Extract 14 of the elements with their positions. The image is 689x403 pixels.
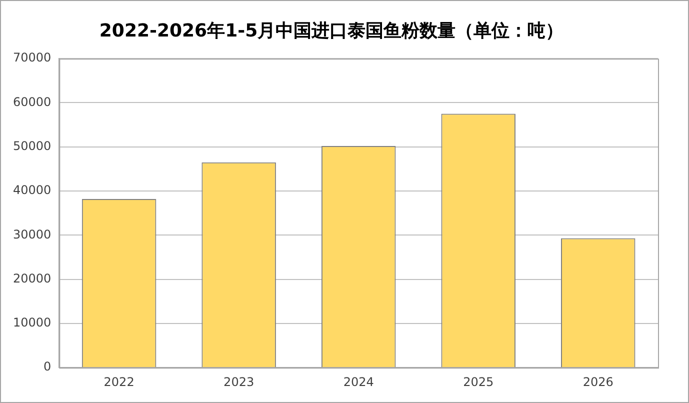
y-tick-label: 60000 — [12, 94, 52, 109]
y-tick-label: 30000 — [12, 227, 52, 242]
x-tick-label: 2023 — [224, 374, 254, 389]
x-tick-label: 2024 — [343, 374, 374, 389]
y-tick-label: 70000 — [12, 50, 52, 65]
y-tick-label: 50000 — [12, 139, 52, 154]
x-tick-label: 2022 — [104, 374, 134, 389]
y-tick-label: 10000 — [12, 316, 52, 330]
x-tick-label: 2025 — [463, 374, 494, 389]
x-tick-label: 2026 — [582, 374, 614, 389]
y-tick-label: 40000 — [12, 183, 52, 198]
y-tick-label: 20000 — [12, 271, 52, 286]
y-tick-label: 0 — [44, 360, 52, 374]
chart-title: 2022-2026年1-5月中国进口泰国鱼粉数量（单位：吨） — [99, 20, 564, 42]
